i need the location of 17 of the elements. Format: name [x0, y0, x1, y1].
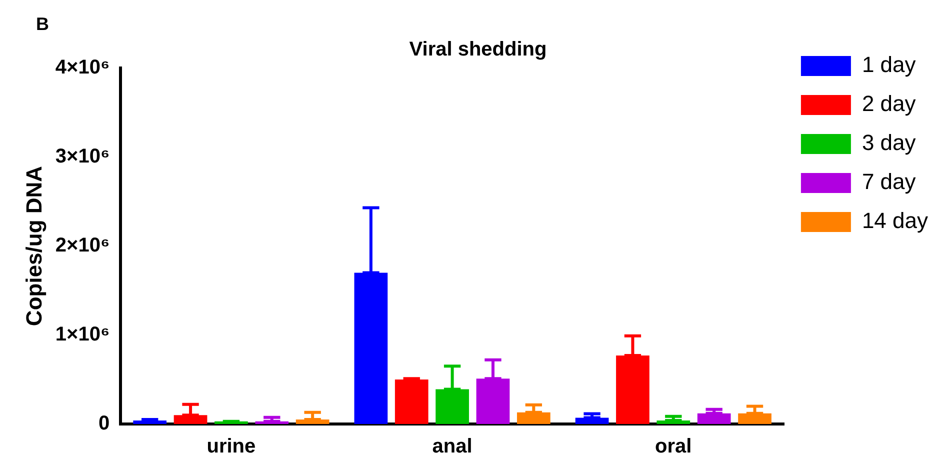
legend-label: 7 day: [862, 169, 916, 194]
y-tick-label: 4×10⁶: [55, 56, 110, 79]
y-axis-title: Copies/ug DNA: [21, 166, 46, 326]
x-tick-label: oral: [655, 436, 692, 458]
chart-title: Viral shedding: [409, 38, 547, 61]
legend-label: 3 day: [862, 130, 916, 156]
legend-label: 2 day: [862, 91, 916, 116]
text: B: [36, 14, 49, 34]
bar: [394, 380, 428, 424]
y-tick-label: 2×10⁶: [55, 234, 110, 257]
y-tick-label: 3×10⁶: [55, 146, 110, 168]
y-tick-label: 0: [98, 412, 110, 435]
legend-label: 1 day: [862, 52, 916, 78]
legend-label: 14 day: [862, 208, 928, 234]
x-tick-label: urine: [206, 436, 256, 458]
x-tick-label: anal: [432, 436, 472, 458]
y-tick-label: 1×10⁶: [55, 324, 110, 346]
